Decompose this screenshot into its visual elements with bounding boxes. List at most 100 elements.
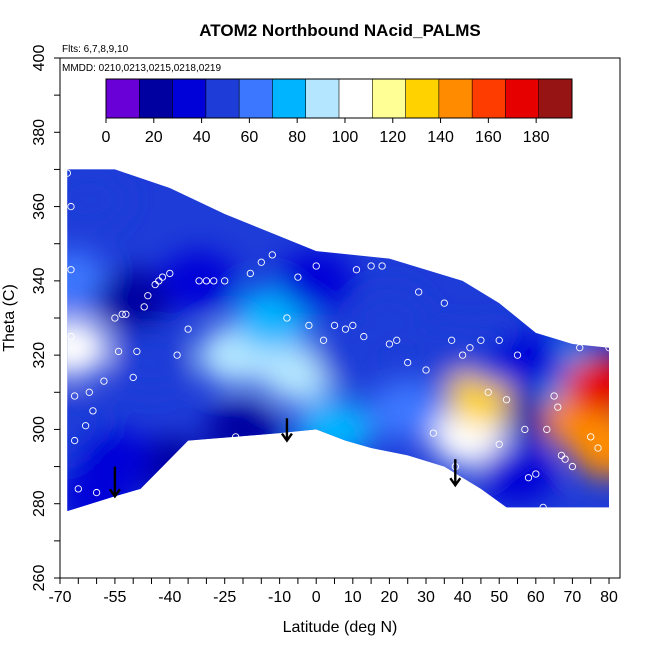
observation-point <box>100 377 108 385</box>
observation-point <box>554 403 562 411</box>
observation-point <box>118 310 126 318</box>
y-tick-label: 280 <box>31 490 48 517</box>
observation-point <box>447 336 456 344</box>
colorbar: 0 20 40 60 80 100 120 140 160 180 <box>102 78 573 146</box>
colorbar-bin <box>405 79 440 118</box>
colorbar-tick-label: 80 <box>288 129 306 146</box>
observation-point <box>367 262 375 270</box>
colorbar-bin <box>339 79 373 118</box>
y-tick-label: 300 <box>31 416 48 443</box>
observation-point <box>513 351 522 359</box>
colorbar-bin <box>205 79 240 118</box>
observation-point <box>283 314 291 322</box>
y-tick-label: 400 <box>31 45 48 72</box>
observation-point <box>319 336 328 344</box>
observation-point <box>151 280 159 289</box>
observation-point <box>195 277 203 285</box>
field-cell <box>571 418 610 478</box>
x-tick-label: 60 <box>527 589 545 606</box>
observation-point <box>587 433 595 441</box>
observation-point <box>352 266 361 274</box>
observation-point <box>70 436 79 445</box>
field-cell <box>479 444 556 504</box>
y-tick-label: 260 <box>31 565 48 592</box>
observation-point <box>360 332 368 341</box>
observation-point <box>561 455 569 463</box>
field-cell <box>369 380 446 441</box>
x-axis-label: Latitude (deg N) <box>283 619 398 636</box>
y-tick-label: 380 <box>31 119 48 146</box>
observation-point <box>576 344 584 352</box>
field-cell <box>490 332 567 393</box>
observation-point <box>393 336 401 344</box>
observation-point <box>173 351 181 359</box>
observation-point <box>70 392 79 400</box>
colorbar-tick-label: 40 <box>193 129 211 146</box>
observation-point <box>155 277 163 285</box>
field-cell <box>406 325 483 386</box>
colorbar-tick-label: 20 <box>145 129 163 146</box>
colorbar-tick-label: 160 <box>475 129 502 146</box>
x-tick-label: 70 <box>564 589 582 606</box>
x-tick-label: -40 <box>158 589 181 606</box>
colorbar-frame <box>105 78 573 119</box>
observation-point <box>89 407 97 415</box>
observation-point <box>74 485 82 493</box>
observation-point <box>202 277 211 285</box>
arrow-head <box>108 488 121 499</box>
observation-point <box>144 292 152 300</box>
x-tick-label: -25 <box>213 589 236 606</box>
y-tick-label: 340 <box>31 267 48 294</box>
field-cell <box>278 250 355 311</box>
colorbar-bin <box>472 79 506 118</box>
observation-point <box>111 314 119 322</box>
colorbar-bin <box>505 79 540 118</box>
observation-point <box>524 474 533 482</box>
x-tick-label: 0 <box>312 589 321 606</box>
x-axis: -70 -55 -40 -25 -10 0 10 20 30 40 50 60 70 80 <box>48 578 618 606</box>
colorbar-tick-label: 120 <box>379 129 406 146</box>
arrow-head <box>449 477 462 488</box>
field-cell <box>563 354 610 415</box>
colorbar-bin <box>139 79 174 118</box>
colorbar-bin <box>172 79 207 118</box>
observation-points <box>63 169 613 512</box>
observation-point <box>484 388 492 396</box>
field-cell <box>205 399 282 460</box>
colorbar-bin <box>538 79 573 118</box>
x-tick-label: -10 <box>268 589 291 606</box>
observation-point <box>294 273 302 281</box>
observation-point <box>268 251 276 259</box>
observation-point <box>140 303 148 311</box>
field-cell <box>67 169 128 230</box>
x-tick-label: 20 <box>381 589 399 606</box>
observation-point <box>440 299 448 307</box>
observation-point <box>495 336 503 344</box>
observation-point <box>129 373 137 382</box>
x-tick-label: 30 <box>417 589 435 606</box>
colorbar-tick-label: 180 <box>523 129 550 146</box>
field-cell <box>161 250 238 311</box>
observation-point <box>466 344 474 352</box>
observation-point <box>385 340 394 348</box>
observation-point <box>539 503 547 512</box>
dates-annotation: MMDD: 0210,0213,0215,0218,0219 <box>62 63 221 74</box>
observation-point <box>458 351 467 359</box>
observation-point <box>133 347 141 356</box>
colorbar-bin <box>372 79 407 118</box>
colorbar-tick-label: 0 <box>102 129 111 146</box>
observation-point <box>221 277 229 285</box>
observation-point <box>605 344 613 352</box>
observation-point <box>232 433 240 441</box>
y-tick-label: 320 <box>31 342 48 369</box>
field-cell <box>351 288 428 348</box>
observation-point <box>422 366 430 374</box>
observation-point <box>415 288 423 296</box>
observation-point <box>532 470 540 478</box>
x-tick-label: -70 <box>48 589 71 606</box>
observation-point <box>341 325 350 333</box>
observation-point <box>543 425 551 434</box>
observation-point <box>477 336 485 344</box>
observation-point <box>495 440 503 448</box>
